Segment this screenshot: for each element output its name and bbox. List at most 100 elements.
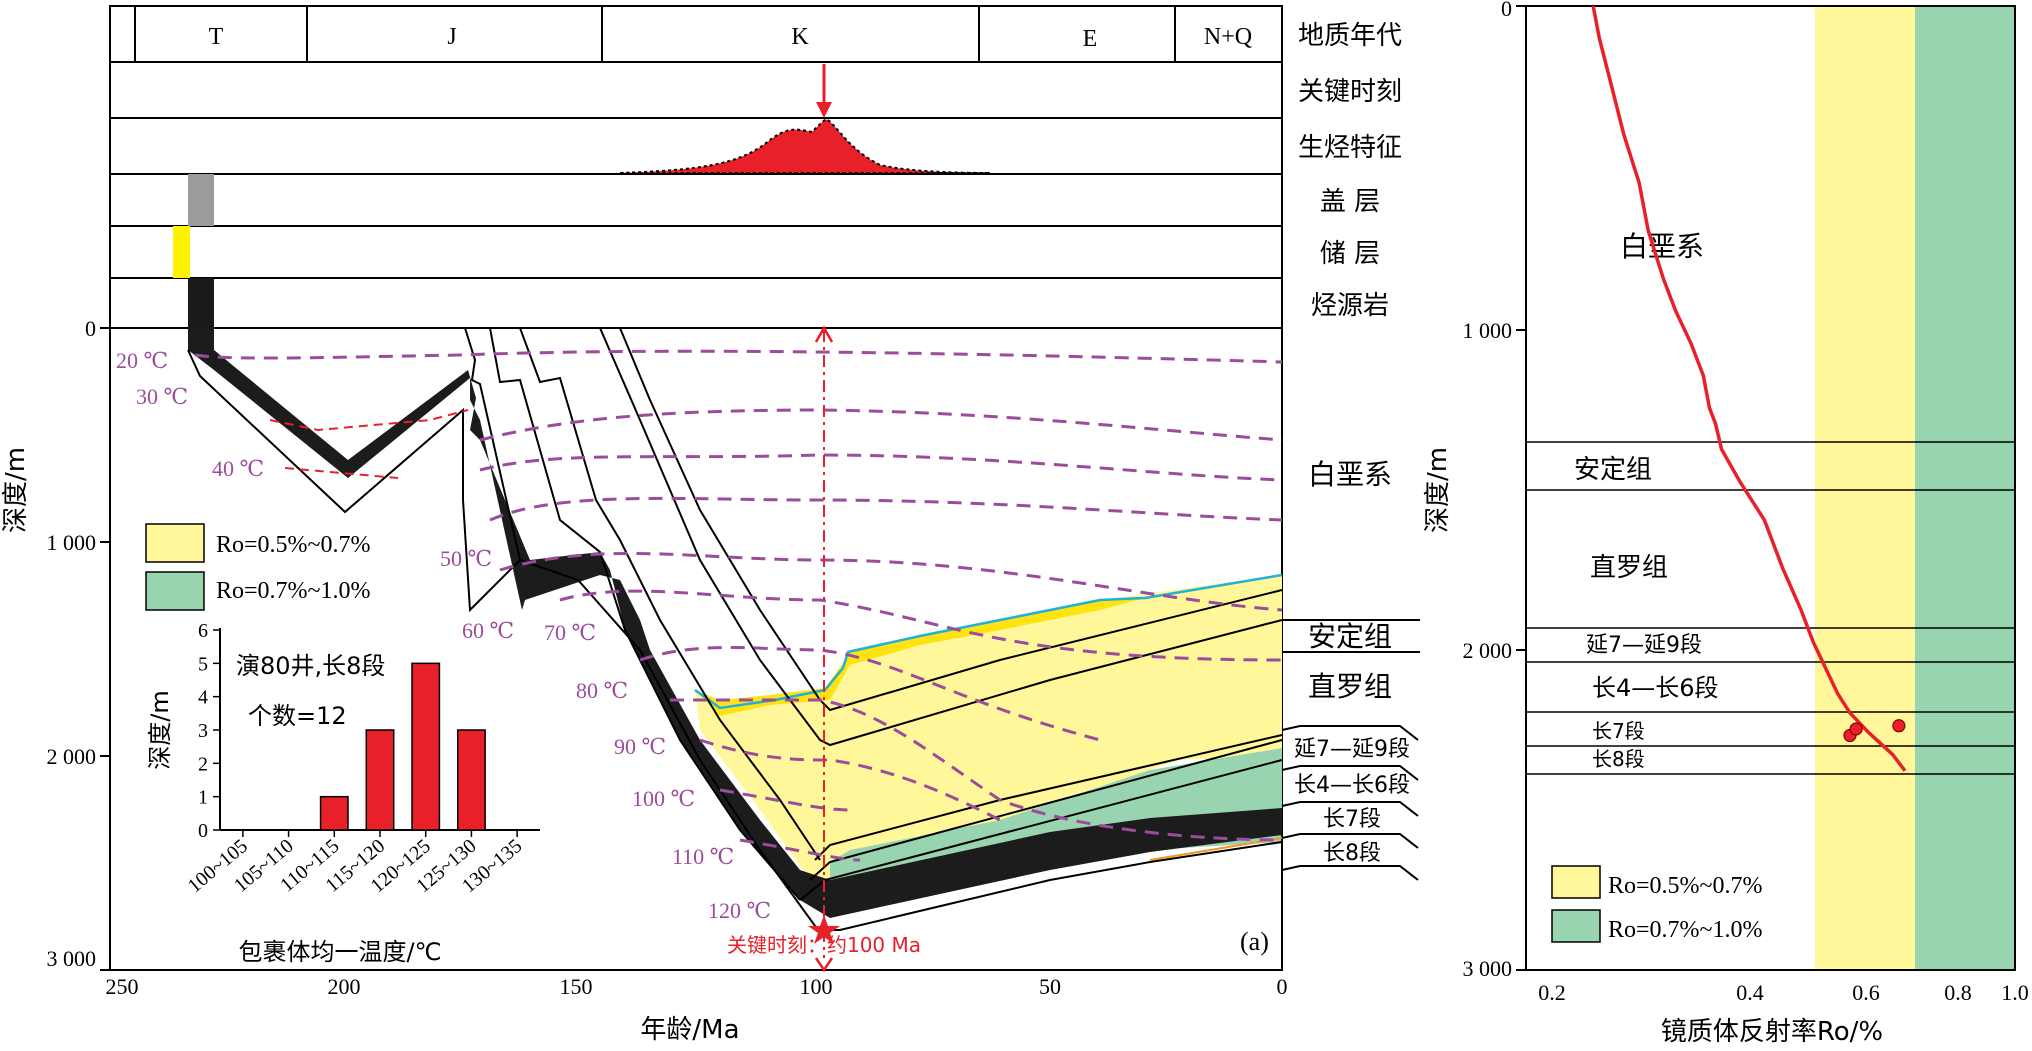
key-moment-arrow	[816, 64, 832, 118]
right-y-tick-1000: 1 000	[1463, 318, 1513, 343]
right-y-tick-0: 0	[1501, 0, 1512, 21]
right-strata-chang4-6: 长4—长6段	[1592, 674, 1719, 702]
right-strata-anding: 安定组	[1574, 455, 1652, 485]
inset-y-tick: 1	[198, 787, 208, 809]
right-x-tick-0.8: 0.8	[1944, 980, 1972, 1005]
isotherm-label-70: 70 ℃	[544, 620, 596, 645]
ro-curve	[1591, 5, 1907, 772]
strata-chang8: 长8段	[1323, 841, 1381, 866]
inset-y-tick: 3	[198, 720, 208, 742]
y-tick-2000: 2 000	[47, 744, 97, 769]
strata-zhiluo: 直罗组	[1308, 670, 1392, 703]
right-x-axis-label: 镜质体反射率Ro/%	[1661, 1017, 1883, 1047]
right-strata-chang8: 长8段	[1592, 747, 1645, 771]
inset-bar	[319, 795, 349, 831]
row-label-age: 地质年代	[1298, 21, 1402, 51]
period-j: J	[447, 24, 456, 50]
ro-sample-point	[1849, 722, 1863, 736]
period-nq: N+Q	[1204, 24, 1252, 50]
x-tick-50: 50	[1039, 974, 1061, 999]
right-strata-labels: 白垩系 安定组 直罗组 延7—延9段 长4—长6段 长7段 长8段	[1574, 230, 1719, 771]
x-tick-250: 250	[106, 974, 139, 999]
panel-tag-a: (a)	[1240, 927, 1269, 956]
inset-ylabel: 深度/m	[146, 690, 174, 769]
legend-left: Ro=0.5%~0.7% Ro=0.7%~1.0%	[145, 523, 371, 611]
legend-swatch-yellow	[145, 523, 205, 563]
period-k: K	[791, 24, 809, 50]
right-strata-chang7: 长7段	[1592, 719, 1645, 743]
right-strata-zhiluo: 直罗组	[1590, 553, 1668, 583]
right-y-axis: 0 1 000 2 000 3 000 深度/m	[1423, 0, 1526, 981]
top-surface-cyan	[694, 573, 1283, 710]
isotherm-label-20: 20 ℃	[116, 348, 168, 373]
right-x-tick-0.6: 0.6	[1852, 980, 1880, 1005]
strata-chang4-6: 长4—长6段	[1294, 773, 1410, 798]
inset-title: 演80井,长8段	[236, 652, 385, 680]
isotherms	[194, 349, 1283, 862]
x-tick-150: 150	[560, 974, 593, 999]
strata-cretaceous: 白垩系	[1308, 458, 1392, 491]
reservoir-bar	[173, 226, 190, 278]
row-labels: 地质年代 关键时刻 生烃特征 盖 层 储 层 烃源岩	[1298, 21, 1402, 321]
inset-xlabel: 包裹体均一温度/℃	[238, 938, 441, 966]
source-rock-band	[188, 328, 1282, 918]
right-y-axis-label: 深度/m	[1423, 447, 1453, 533]
right-y-tick-3000: 3 000	[1463, 956, 1513, 981]
period-t: T	[209, 24, 224, 50]
ro-zone-yellow	[695, 575, 1282, 880]
legend-label-yellow: Ro=0.5%~0.7%	[216, 532, 371, 558]
critical-star	[808, 915, 840, 944]
right-x-tick-1.0: 1.0	[2001, 980, 2029, 1005]
right-strata-yan7-9: 延7—延9段	[1586, 633, 1702, 658]
critical-moment-label: 关键时刻：约100 Ma	[727, 933, 921, 957]
inset-y-tick: 5	[198, 653, 208, 675]
row-label-cap: 盖 层	[1320, 187, 1380, 217]
right-panel: 白垩系 安定组 直罗组 延7—延9段 长4—长6段 长7段 长8段 0 1 00…	[1423, 0, 2029, 1047]
x-tick-0: 0	[1277, 974, 1288, 999]
inset-bar	[456, 729, 486, 831]
y-tick-3000: 3 000	[47, 946, 97, 971]
inset-bar	[411, 662, 441, 831]
right-x-axis: 0.2 0.4 0.6 0.8 1.0 镜质体反射率Ro/%	[1538, 980, 2029, 1047]
cap-bar	[188, 174, 214, 226]
y-tick-0: 0	[85, 316, 96, 341]
isotherm-label-90: 90 ℃	[614, 734, 666, 759]
isotherm-label-120: 120 ℃	[708, 898, 771, 923]
left-x-axis: 250 200 150 100 50 0 年龄/Ma	[106, 974, 1288, 1045]
isotherm-labels: 20 ℃ 30 ℃ 40 ℃ 50 ℃ 60 ℃ 70 ℃ 80 ℃ 90 ℃ …	[116, 348, 771, 923]
legend-right: Ro=0.5%~0.7% Ro=0.7%~1.0%	[1551, 865, 1763, 943]
strata-anding: 安定组	[1308, 620, 1392, 653]
ro-band-yellow	[1815, 6, 1915, 970]
right-legend-label-green: Ro=0.7%~1.0%	[1608, 917, 1763, 943]
legend-swatch-green	[145, 571, 205, 611]
header-grid	[109, 5, 1283, 971]
right-legend-swatch-yellow	[1551, 865, 1601, 899]
generation-peak	[619, 118, 991, 174]
inset-y-tick: 6	[198, 620, 208, 642]
y-axis-label: 深度/m	[1, 447, 31, 533]
right-strata-lines	[1526, 441, 2015, 775]
strata-yan7-9: 延7—延9段	[1294, 737, 1410, 762]
legend-label-green: Ro=0.7%~1.0%	[216, 578, 371, 604]
row-label-reservoir: 储 层	[1320, 239, 1380, 269]
right-y-tick-2000: 2 000	[1463, 638, 1513, 663]
row-label-generation: 生烃特征	[1298, 133, 1402, 163]
row-label-key-moment: 关键时刻	[1298, 77, 1402, 107]
isotherm-label-80: 80 ℃	[576, 678, 628, 703]
inset-y-tick: 2	[198, 753, 208, 775]
period-labels: T J K E N+Q	[209, 24, 1252, 52]
isotherm-label-40: 40 ℃	[212, 456, 264, 481]
orange-bottom-line	[1149, 837, 1283, 861]
right-x-tick-0.2: 0.2	[1538, 980, 1566, 1005]
strata-column-left: 白垩系 安定组 直罗组 延7—延9段 长4—长6段 长7段 长8段	[1281, 458, 1420, 881]
inset-bar	[365, 729, 395, 831]
inset-y-tick: 0	[198, 820, 208, 842]
isotherm-label-60: 60 ℃	[462, 618, 514, 643]
right-legend-label-yellow: Ro=0.5%~0.7%	[1608, 873, 1763, 899]
row-label-source: 烃源岩	[1311, 291, 1389, 321]
inset-y-tick: 4	[198, 687, 208, 709]
left-y-axis: 0 1 000 2 000 3 000 深度/m	[1, 316, 110, 971]
strata-chang7: 长7段	[1323, 807, 1381, 832]
